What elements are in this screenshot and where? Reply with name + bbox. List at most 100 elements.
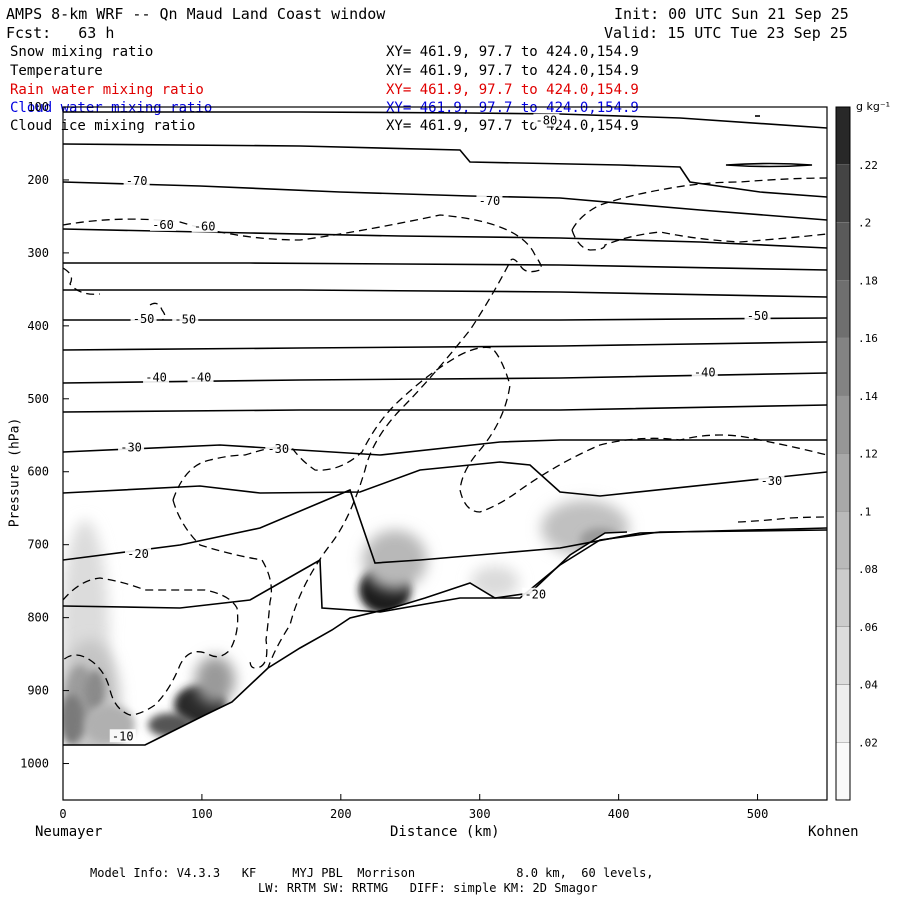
legend-rain-name: Rain water mixing ratio — [10, 82, 204, 98]
valid-time: Valid: 15 UTC Tue 23 Sep 25 — [604, 24, 848, 42]
model-info-line2: LW: RRTM SW: RRTMG DIFF: simple KM: 2D S… — [258, 881, 598, 895]
colorbar-bin-1 — [835, 164, 851, 223]
x-tick-label-400: 400 — [608, 807, 630, 821]
temp-label-1: -70 — [126, 174, 148, 188]
x-tick-label-0: 0 — [59, 807, 66, 821]
right-station-label: Kohnen — [808, 824, 859, 840]
temp-label-4: -60 — [194, 219, 216, 233]
legend-cloud-water-xy: XY= 461.9, 97.7 to 424.0,154.9 — [386, 100, 639, 116]
colorbar-bin-8 — [835, 568, 851, 627]
y-tick-label-900: 900 — [27, 684, 49, 698]
colorbar-tick-7: .08 — [858, 563, 878, 576]
colorbar-bin-3 — [835, 280, 851, 339]
temp-label-10: -40 — [694, 365, 716, 379]
x-tick-label-200: 200 — [330, 807, 352, 821]
temp-label-5: -50 — [133, 312, 155, 326]
legend-temperature-xy: XY= 461.9, 97.7 to 424.0,154.9 — [386, 63, 639, 79]
colorbar-bin-11 — [835, 742, 851, 801]
temperature-contours — [63, 111, 827, 746]
temp-label-16: -10 — [112, 729, 134, 743]
colorbar-bin-5 — [835, 395, 851, 454]
temp-label-bg-13 — [758, 473, 785, 487]
temp-label-bg-1 — [123, 174, 150, 188]
temp-label-bg-11 — [118, 440, 145, 454]
y-tick-label-400: 400 — [27, 319, 49, 333]
temp-label-12: -30 — [267, 442, 289, 456]
temp-label-bg-15 — [522, 587, 549, 601]
colorbar: .22 .2 .18 .16 .14 .12 .1 .08 .06 .04 .02 — [835, 106, 878, 801]
left-station-label: Neumayer — [35, 824, 103, 840]
legend-snow-name: Snow mixing ratio — [10, 44, 154, 60]
legend-cloud-ice-xy: XY= 461.9, 97.7 to 424.0,154.9 — [386, 118, 639, 134]
temp-label-15: -20 — [524, 588, 546, 602]
snow-shading — [63, 500, 827, 800]
temp-label-6: -50 — [174, 313, 196, 327]
temp-label-8: -40 — [145, 370, 167, 384]
temp-label-7: -50 — [747, 309, 769, 323]
colorbar-tick-2: .18 — [858, 274, 878, 287]
legend-cloud-ice-name: Cloud ice mixing ratio — [10, 118, 196, 134]
temp-label-bg-5 — [130, 312, 157, 326]
y-tick-label-200: 200 — [27, 173, 49, 187]
colorbar-frame — [835, 106, 851, 801]
colorbar-bin-4 — [835, 337, 851, 396]
colorbar-bin-6 — [835, 453, 851, 512]
temp-label-14: -20 — [127, 547, 149, 561]
x-tick-label-300: 300 — [469, 807, 491, 821]
colorbar-tick-5: .12 — [858, 448, 878, 461]
legend-temperature-name: Temperature — [10, 63, 103, 79]
y-tick-label-700: 700 — [27, 538, 49, 552]
colorbar-tick-3: .16 — [858, 332, 878, 345]
temp-label-13: -30 — [761, 474, 783, 488]
y-axis-label: Pressure (hPa) — [7, 417, 23, 528]
y-tick-label-500: 500 — [27, 392, 49, 406]
plot-frame — [62, 106, 828, 801]
temp-label-3: -60 — [152, 218, 174, 232]
colorbar-tick-0: .22 — [858, 159, 878, 172]
colorbar-tick-10: .02 — [858, 736, 878, 749]
colorbar-tick-9: .04 — [858, 679, 878, 692]
temp-label-9: -40 — [190, 370, 212, 384]
y-tick-label-600: 600 — [27, 465, 49, 479]
colorbar-unit: g kg⁻¹ — [856, 100, 891, 113]
init-time: Init: 00 UTC Sun 21 Sep 25 — [614, 5, 849, 23]
y-tick-label-300: 300 — [27, 246, 49, 260]
model-info-line1: Model Info: V4.3.3 KF MYJ PBL Morrison 8… — [90, 866, 654, 880]
forecast-hour: Fcst: 63 h — [6, 24, 115, 42]
temp-label-bg-6 — [172, 312, 199, 326]
colorbar-bin-0 — [835, 106, 851, 165]
temp-label-bg-10 — [691, 365, 718, 379]
temp-label-bg-14 — [125, 546, 152, 560]
temp-label-bg-3 — [150, 217, 177, 231]
y-tick-label-800: 800 — [27, 611, 49, 625]
colorbar-bin-10 — [835, 684, 851, 743]
temp-label-bg-9 — [187, 370, 214, 384]
colorbar-bin-9 — [835, 626, 851, 685]
colorbar-tick-8: .06 — [858, 621, 878, 634]
temp-label-bg-12 — [265, 441, 292, 455]
x-tick-label-500: 500 — [747, 807, 769, 821]
temp-label-bg-2 — [476, 193, 503, 207]
colorbar-tick-4: .14 — [858, 390, 878, 403]
snow-contours — [63, 177, 827, 716]
temperature-labels: -80-70-70-60 -60-50 -50 -50-40 -40 -40-30 -30-… — [109, 113, 785, 743]
temp-label-bg-8 — [143, 370, 170, 384]
x-axis: 0 100 200 300 400 500 — [59, 794, 768, 821]
y-tick-label-1000: 1000 — [20, 757, 49, 771]
colorbar-bin-2 — [835, 222, 851, 281]
x-axis-label: Distance (km) — [390, 824, 500, 840]
temp-label-bg-4 — [191, 219, 218, 233]
legend-snow-xy: XY= 461.9, 97.7 to 424.0,154.9 — [386, 44, 639, 60]
legend-rain-xy: XY= 461.9, 97.7 to 424.0,154.9 — [386, 82, 639, 98]
legend-cloud-water-name: Cloud water mixing ratio — [10, 100, 213, 116]
colorbar-tick-1: .2 — [858, 217, 871, 230]
x-tick-label-100: 100 — [191, 807, 213, 821]
temp-label-bg-7 — [744, 309, 771, 323]
temp-label-2: -70 — [479, 194, 501, 208]
colorbar-tick-6: .1 — [858, 505, 871, 518]
temp-label-11: -30 — [120, 440, 142, 454]
chart-title: AMPS 8-km WRF -- Qn Maud Land Coast wind… — [6, 5, 386, 23]
colorbar-bin-7 — [835, 511, 851, 570]
